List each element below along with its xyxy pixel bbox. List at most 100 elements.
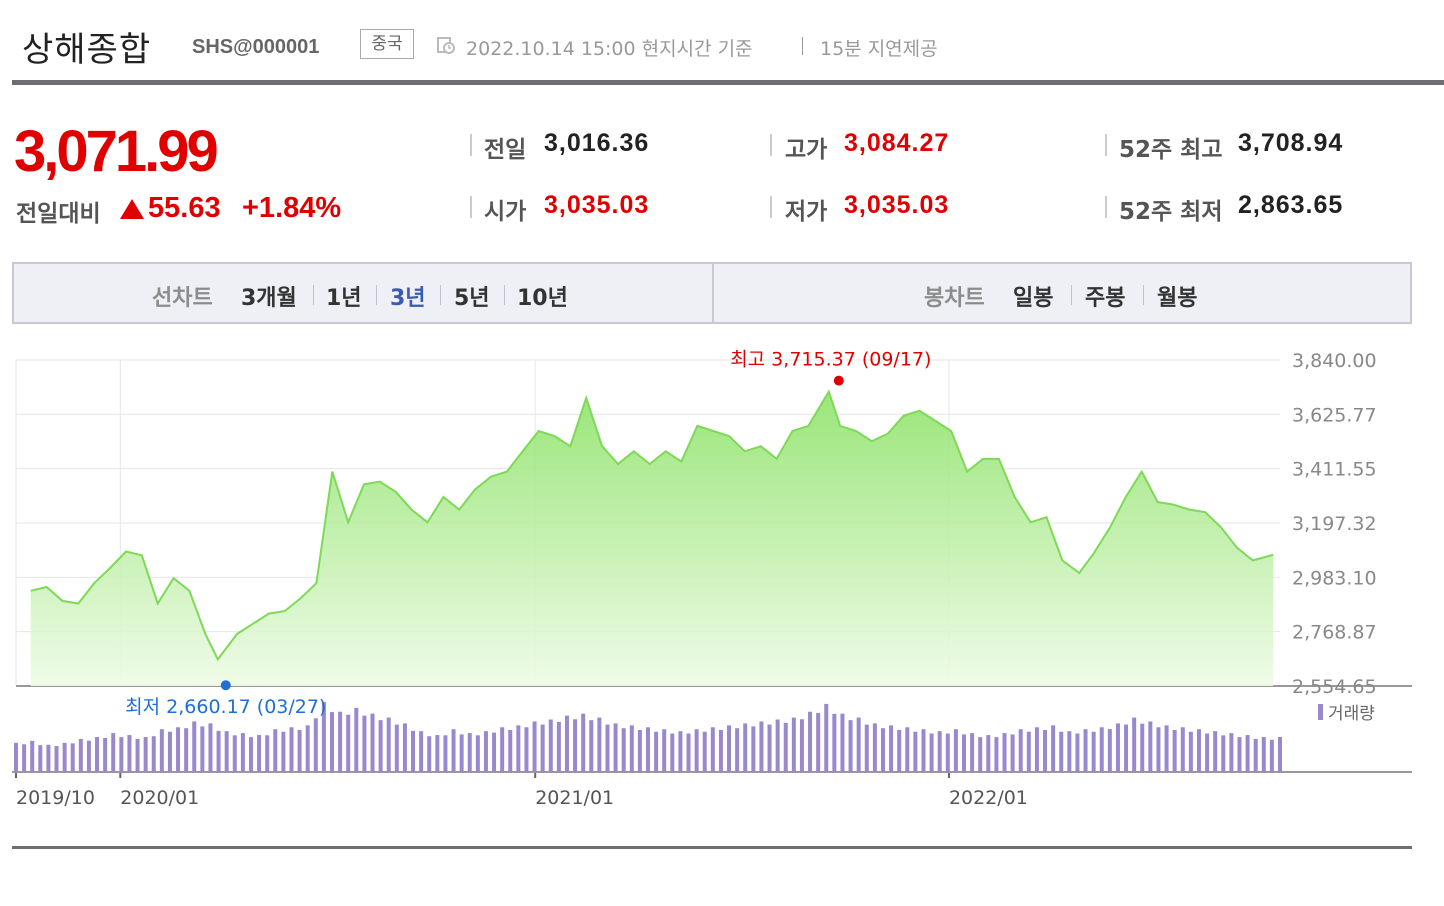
volume-bar [1034,727,1039,772]
volume-bar [1221,735,1226,772]
volume-bar [1067,731,1072,772]
volume-legend: 거래량 [1328,704,1375,724]
volume-bar [176,727,181,772]
y-tick-label: 2,554.65 [1292,676,1377,698]
volume-bar [1132,717,1137,772]
volume-bar [1140,723,1145,772]
volume-bar [394,724,399,772]
volume-bar [289,727,294,772]
volume-bar [95,737,100,772]
volume-bar [1237,737,1242,772]
volume-bar [791,717,796,772]
volume-bar [1099,727,1104,772]
divider [440,285,441,305]
volume-bar [629,725,634,772]
timestamp: 2022.10.14 15:00 현지시간 기준 [466,38,753,60]
volume-bar [589,720,594,772]
volume-bar [159,729,164,772]
volume-bar [808,711,813,772]
x-tick-label: 2022/01 [949,787,1028,809]
divider [1071,285,1072,305]
volume-bar [524,727,529,772]
volume-bar [257,735,262,772]
volume-bar [799,719,804,772]
volume-bar [727,725,732,772]
volume-bar [321,702,326,772]
volume-bar [54,746,59,772]
volume-bar [581,713,586,772]
tab-5-years[interactable]: 5년 [454,286,490,311]
up-triangle-icon [120,199,144,219]
volume-bar [564,715,569,772]
tab-daily[interactable]: 일봉 [1013,286,1054,311]
volume-bar [945,733,950,772]
volume-bar [386,717,391,772]
volume-bar [646,727,650,772]
volume-bar [443,735,448,772]
volume-bar [224,731,229,772]
ticker-code: SHS@000001 [192,36,320,58]
tab-3-months[interactable]: 3개월 [241,286,297,311]
volume-bar [670,733,675,772]
volume-bar [419,731,424,772]
divider [802,37,803,55]
volume-bar [135,738,140,772]
volume-bar [313,718,318,772]
volume-bar [38,745,43,772]
divider [1105,134,1107,156]
volume-bar [694,729,699,772]
volume-bar [1107,729,1112,772]
volume-bar [402,723,407,772]
volume-bar [467,733,472,772]
change-label: 전일대비 [16,201,101,227]
volume-bar [613,723,618,772]
volume-bar [200,726,205,772]
prev-close-label: 전일 [484,137,527,163]
header-divider [12,80,1444,85]
volume-bar [880,728,885,772]
volume-bar [143,737,148,772]
volume-bar [62,742,67,772]
volume-bar [1229,733,1234,772]
volume-bar [70,743,75,772]
tab-monthly[interactable]: 월봉 [1157,286,1198,311]
low-marker [220,680,231,691]
tab-1-year[interactable]: 1년 [326,286,362,311]
volume-bar [232,735,237,772]
volume-bar [1059,731,1064,772]
volume-bar [338,711,343,772]
tab-10-years[interactable]: 10년 [517,286,568,311]
volume-bar [540,724,545,772]
tab-line-chart[interactable]: 선차트 [152,286,213,311]
volume-bar [127,735,132,772]
tab-candle-chart[interactable]: 봉차트 [924,286,985,311]
divider [770,196,772,218]
high-marker [833,375,844,386]
volume-bar [824,703,829,772]
w52-high-label: 52주 최고 [1119,137,1223,163]
volume-bar [864,724,869,772]
high-value: 3,084.27 [844,129,950,157]
divider [1105,196,1107,218]
w52-high-value: 3,708.94 [1238,129,1344,157]
volume-bar [783,722,788,772]
open-value: 3,035.03 [544,191,650,219]
w52-low-label: 52주 최저 [1119,199,1223,225]
volume-bar [937,731,942,772]
tab-3-years[interactable]: 3년 [390,286,426,311]
change-value: 55.63 [148,192,221,224]
volume-legend-swatch [1318,704,1323,720]
volume-bar [735,728,740,772]
volume-bar [216,730,221,772]
volume-bar [767,724,772,772]
volume-bar [856,717,861,772]
volume-bar [111,733,116,772]
volume-bar [962,734,966,772]
tab-weekly[interactable]: 주봉 [1085,286,1126,311]
volume-bar [1245,735,1250,772]
volume-bar [378,720,383,772]
volume-bar [1075,733,1080,772]
volume-bar [556,721,561,772]
volume-bar [905,727,910,772]
volume-bar [1083,729,1088,772]
